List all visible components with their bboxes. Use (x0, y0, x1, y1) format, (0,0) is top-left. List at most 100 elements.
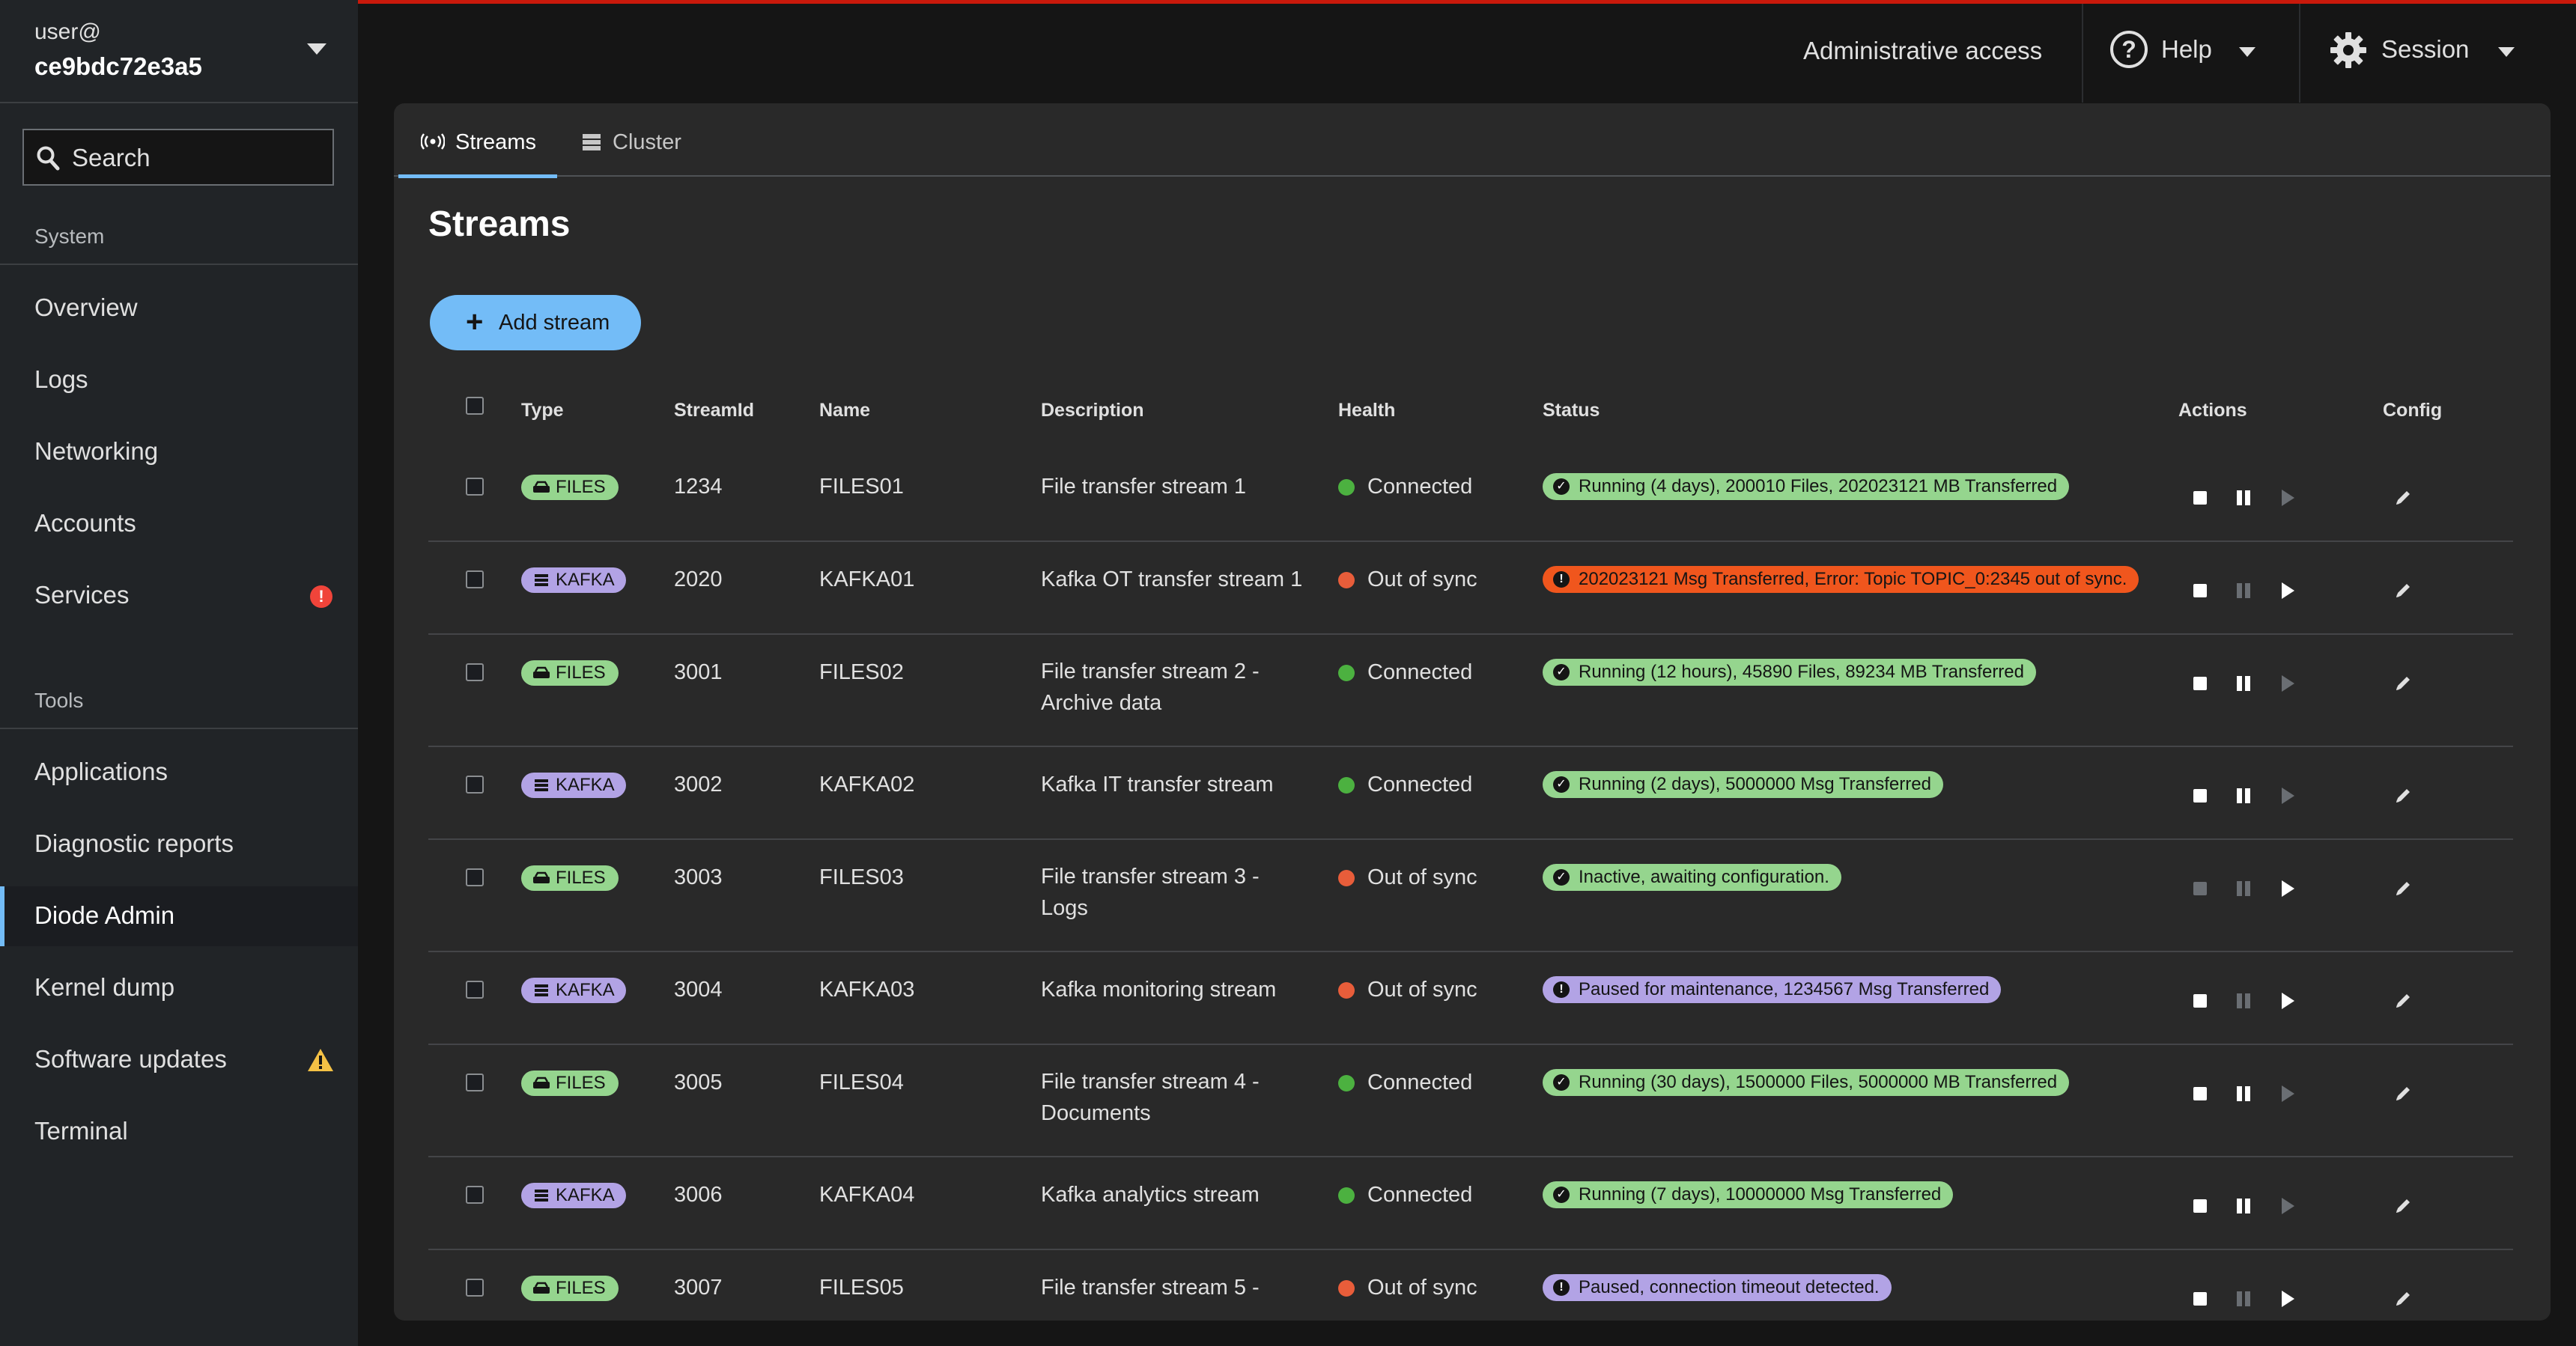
search-box[interactable]: Search (22, 129, 334, 186)
row-checkbox[interactable] (466, 776, 484, 794)
sidebar-item-label: Services (34, 581, 130, 609)
stream-description: File transfer stream 5 - (1041, 1276, 1260, 1300)
stop-button[interactable] (2189, 487, 2211, 509)
edit-config-button[interactable] (2392, 487, 2414, 509)
play-button[interactable] (2276, 579, 2298, 602)
check-circle-icon: ✓ (1553, 776, 1570, 793)
edit-config-button[interactable] (2392, 1288, 2414, 1310)
column-header-description[interactable]: Description (1041, 400, 1144, 421)
stop-button[interactable] (2189, 1082, 2211, 1105)
status-badge: ✓ Inactive, awaiting configuration. (1543, 864, 1841, 891)
row-checkbox[interactable] (466, 478, 484, 496)
type-badge: FILES (521, 660, 619, 686)
edit-config-button[interactable] (2392, 990, 2414, 1012)
stop-button[interactable] (2189, 579, 2211, 602)
administrative-access-button[interactable]: Administrative access (1803, 37, 2043, 64)
pause-button[interactable] (2232, 1082, 2255, 1105)
health-dot-icon (1338, 870, 1355, 886)
stream-name: FILES01 (819, 475, 904, 499)
pause-button[interactable] (2232, 672, 2255, 695)
add-stream-button[interactable]: + Add stream (430, 295, 641, 350)
sidebar-item-accounts[interactable]: Accounts (0, 494, 358, 554)
stop-button[interactable] (2189, 785, 2211, 807)
row-divider (428, 1044, 2513, 1045)
status-badge: ✓ Running (30 days), 1500000 Files, 50000… (1543, 1069, 2070, 1096)
row-checkbox[interactable] (466, 981, 484, 999)
column-header-streamid[interactable]: StreamId (674, 400, 754, 421)
edit-config-button[interactable] (2392, 579, 2414, 602)
edit-config-button[interactable] (2392, 1082, 2414, 1105)
pause-button[interactable] (2232, 1288, 2255, 1310)
status-text: Running (30 days), 1500000 Files, 500000… (1579, 1072, 2058, 1092)
sidebar-item-services[interactable]: Services ! (0, 566, 358, 626)
sidebar-item-networking[interactable]: Networking (0, 422, 358, 482)
sidebar-item-applications[interactable]: Applications (0, 743, 358, 803)
pause-button[interactable] (2232, 990, 2255, 1012)
edit-config-button[interactable] (2392, 1195, 2414, 1217)
row-checkbox[interactable] (466, 570, 484, 588)
select-all-checkbox[interactable] (466, 397, 484, 415)
session-menu-button[interactable]: Session (2315, 4, 2540, 103)
play-button[interactable] (2276, 990, 2298, 1012)
stop-button[interactable] (2189, 877, 2211, 900)
host-switcher[interactable]: user@ ce9bdc72e3a5 (0, 0, 358, 103)
column-header-name[interactable]: Name (819, 400, 871, 421)
sidebar-item-overview[interactable]: Overview (0, 278, 358, 338)
type-badge: KAFKA (521, 978, 626, 1003)
row-divider (428, 1156, 2513, 1157)
edit-config-button[interactable] (2392, 877, 2414, 900)
pause-button[interactable] (2232, 785, 2255, 807)
row-checkbox[interactable] (466, 663, 484, 681)
pause-button[interactable] (2232, 487, 2255, 509)
play-button[interactable] (2276, 877, 2298, 900)
sidebar-item-diode-admin[interactable]: Diode Admin (0, 886, 358, 946)
type-label: KAFKA (556, 570, 615, 590)
stream-id: 1234 (674, 475, 723, 499)
top-accent-line (358, 0, 2576, 4)
check-circle-icon: ✓ (1553, 1074, 1570, 1091)
sidebar-item-logs[interactable]: Logs (0, 350, 358, 410)
play-button[interactable] (2276, 487, 2298, 509)
pause-button[interactable] (2232, 1195, 2255, 1217)
search-input[interactable]: Search (72, 144, 151, 171)
check-circle-icon: ✓ (1553, 1187, 1570, 1203)
play-button[interactable] (2276, 672, 2298, 695)
edit-config-button[interactable] (2392, 672, 2414, 695)
column-header-type[interactable]: Type (521, 400, 564, 421)
stream-id: 3005 (674, 1071, 723, 1094)
column-header-health[interactable]: Health (1338, 400, 1396, 421)
sidebar-item-label: Networking (34, 437, 159, 465)
column-header-actions: Actions (2178, 400, 2247, 421)
play-button[interactable] (2276, 1288, 2298, 1310)
row-divider (428, 746, 2513, 747)
sidebar-item-diagnostic-reports[interactable]: Diagnostic reports (0, 814, 358, 874)
row-checkbox[interactable] (466, 868, 484, 886)
chevron-down-icon[interactable] (307, 43, 326, 55)
tab-cluster[interactable]: Cluster (565, 103, 714, 177)
play-button[interactable] (2276, 785, 2298, 807)
play-button[interactable] (2276, 1195, 2298, 1217)
row-checkbox[interactable] (466, 1074, 484, 1091)
row-checkbox[interactable] (466, 1279, 484, 1297)
stop-button[interactable] (2189, 990, 2211, 1012)
help-menu-button[interactable]: ? Help (2095, 4, 2275, 103)
stream-description: Kafka OT transfer stream 1 (1041, 567, 1303, 591)
stop-button[interactable] (2189, 672, 2211, 695)
status-badge: ! Paused for maintenance, 1234567 Msg Tra… (1543, 976, 2002, 1003)
health-dot-icon (1338, 777, 1355, 794)
status-text: Running (4 days), 200010 Files, 20202312… (1579, 476, 2058, 496)
session-label: Session (2381, 35, 2470, 63)
sidebar-item-kernel-dump[interactable]: Kernel dump (0, 958, 358, 1018)
row-checkbox[interactable] (466, 1186, 484, 1204)
pause-button[interactable] (2232, 579, 2255, 602)
edit-config-button[interactable] (2392, 785, 2414, 807)
sidebar-item-terminal[interactable]: Terminal (0, 1102, 358, 1162)
tab-streams[interactable]: Streams (398, 103, 557, 178)
hard-drive-icon (533, 666, 550, 678)
stop-button[interactable] (2189, 1195, 2211, 1217)
sidebar-item-software-updates[interactable]: Software updates (0, 1030, 358, 1090)
play-button[interactable] (2276, 1082, 2298, 1105)
column-header-status[interactable]: Status (1543, 400, 1600, 421)
stop-button[interactable] (2189, 1288, 2211, 1310)
pause-button[interactable] (2232, 877, 2255, 900)
